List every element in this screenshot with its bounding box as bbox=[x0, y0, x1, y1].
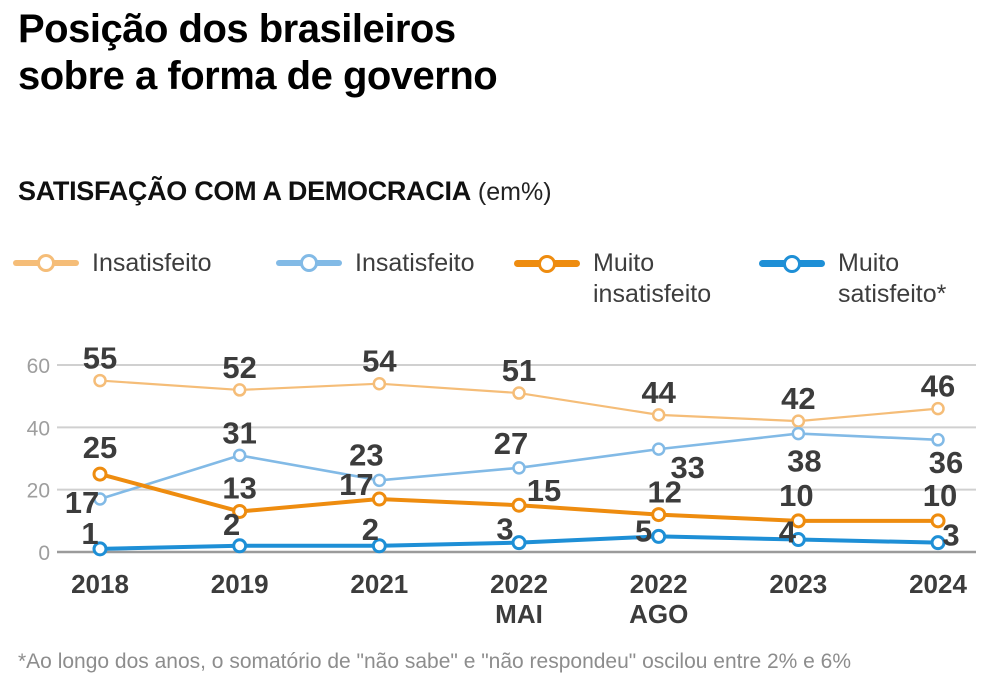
data-label-s0-2: 54 bbox=[362, 344, 397, 379]
data-point-s0-5 bbox=[791, 414, 806, 428]
data-point-s0-4 bbox=[651, 408, 666, 422]
data-label-s3-5: 4 bbox=[779, 515, 797, 550]
data-label-s2-1: 13 bbox=[222, 470, 256, 505]
legend-label-0: Insatisfeito bbox=[92, 249, 212, 277]
legend-item-1: Insatisfeito bbox=[276, 248, 475, 279]
data-point-s0-0 bbox=[93, 373, 107, 388]
data-label-s0-6: 46 bbox=[921, 369, 955, 404]
chart-legend: Insatisfeito Insatisfeito Muito insatisfei… bbox=[0, 248, 984, 324]
data-point-s2-1 bbox=[232, 503, 248, 519]
data-point-s1-4 bbox=[651, 442, 666, 456]
legend-label-3: Muito satisfeito* bbox=[838, 249, 947, 308]
y-tick-label-40: 40 bbox=[27, 417, 50, 440]
y-tick-label-60: 60 bbox=[27, 355, 50, 378]
x-tick-label-4: 2022 AGO bbox=[629, 569, 688, 629]
data-label-s0-1: 52 bbox=[222, 350, 256, 385]
data-label-s2-4: 12 bbox=[647, 475, 681, 510]
data-point-s1-5 bbox=[791, 426, 806, 441]
legend-marker-dot bbox=[300, 254, 318, 272]
data-point-s0-6 bbox=[931, 401, 945, 416]
data-label-s0-3: 51 bbox=[502, 353, 536, 388]
legend-marker-icon bbox=[13, 254, 79, 272]
data-point-s2-6 bbox=[930, 513, 946, 529]
data-label-s1-0: 17 bbox=[65, 485, 99, 520]
data-label-s2-0: 25 bbox=[83, 430, 117, 465]
data-label-s3-0: 1 bbox=[81, 516, 98, 551]
legend-label-2: Muito insatisfeito bbox=[593, 249, 712, 308]
data-label-s3-2: 2 bbox=[362, 512, 379, 547]
legend-item-3: Muito satisfeito* bbox=[759, 248, 946, 310]
data-point-s3-0 bbox=[92, 541, 108, 557]
data-point-s1-1 bbox=[232, 448, 247, 463]
y-tick-label-20: 20 bbox=[27, 480, 50, 503]
data-label-s1-6: 36 bbox=[929, 445, 963, 480]
data-point-s1-3 bbox=[512, 461, 526, 475]
data-label-s0-5: 42 bbox=[781, 381, 815, 416]
data-label-s1-2: 23 bbox=[349, 437, 383, 472]
data-label-s1-4: 33 bbox=[670, 450, 704, 485]
chart-svg: 0 20 40 60 2018 2019 2021 2022 MAI 2022 AGO 2023 202… bbox=[27, 341, 976, 629]
data-label-s1-1: 31 bbox=[222, 415, 256, 450]
legend-label-1: Insatisfeito bbox=[355, 249, 475, 277]
data-point-s0-1 bbox=[232, 383, 247, 397]
data-point-s2-5 bbox=[790, 513, 806, 529]
footnote: *Ao longo dos anos, o somatório de "não … bbox=[18, 650, 852, 673]
x-tick-label-2: 2021 bbox=[350, 569, 408, 599]
data-point-s2-3 bbox=[511, 497, 527, 513]
data-label-s2-5: 10 bbox=[779, 478, 813, 513]
x-tick-label-5: 2023 bbox=[769, 569, 827, 599]
data-point-s3-4 bbox=[651, 528, 667, 544]
y-tick-label-0: 0 bbox=[38, 542, 50, 565]
legend-marker-dot bbox=[37, 254, 55, 272]
x-tick-label-3: 2022 MAI bbox=[490, 569, 548, 629]
data-point-s1-2 bbox=[372, 473, 387, 488]
data-point-s2-2 bbox=[371, 491, 387, 507]
legend-item-0: Insatisfeito bbox=[13, 248, 212, 279]
data-point-s2-4 bbox=[651, 507, 667, 523]
data-label-s0-4: 44 bbox=[641, 375, 676, 410]
data-label-s3-4: 5 bbox=[635, 513, 652, 548]
data-label-s3-1: 2 bbox=[223, 507, 240, 542]
legend-marker-dot bbox=[538, 254, 556, 273]
section-heading: SATISFAÇÃO COM A DEMOCRACIA (em%) bbox=[18, 176, 552, 207]
data-label-s2-2: 17 bbox=[339, 467, 373, 502]
data-label-s2-3: 15 bbox=[527, 473, 561, 508]
data-point-s3-1 bbox=[232, 538, 248, 554]
data-label-s1-3: 27 bbox=[494, 426, 528, 461]
section-heading-unit: (em%) bbox=[477, 178, 552, 206]
data-point-s3-6 bbox=[930, 535, 946, 551]
data-label-s1-5: 38 bbox=[787, 444, 821, 479]
legend-item-2: Muito insatisfeito bbox=[514, 248, 711, 310]
data-label-s2-6: 10 bbox=[923, 478, 957, 513]
data-point-s2-0 bbox=[92, 466, 108, 482]
legend-marker-icon bbox=[759, 254, 825, 273]
data-point-s1-6 bbox=[931, 433, 945, 447]
data-point-s0-2 bbox=[372, 376, 387, 391]
data-label-s3-6: 3 bbox=[942, 518, 959, 553]
legend-marker-dot bbox=[783, 254, 801, 273]
data-point-s3-5 bbox=[790, 532, 806, 548]
x-tick-label-1: 2019 bbox=[211, 569, 269, 599]
legend-marker-icon bbox=[514, 254, 580, 273]
data-point-s3-2 bbox=[371, 538, 387, 554]
data-label-s3-3: 3 bbox=[496, 512, 513, 547]
section-heading-text: SATISFAÇÃO COM A DEMOCRACIA bbox=[18, 176, 471, 206]
x-tick-label-6: 2024 bbox=[909, 569, 967, 599]
x-tick-label-0: 2018 bbox=[71, 569, 129, 599]
data-point-s0-3 bbox=[512, 386, 526, 400]
data-point-s3-3 bbox=[511, 535, 527, 551]
data-point-s1-0 bbox=[93, 492, 107, 506]
page-title: Posição dos brasileiros sobre a forma de… bbox=[18, 7, 498, 98]
legend-marker-icon bbox=[276, 254, 342, 272]
data-label-s0-0: 55 bbox=[83, 341, 117, 376]
